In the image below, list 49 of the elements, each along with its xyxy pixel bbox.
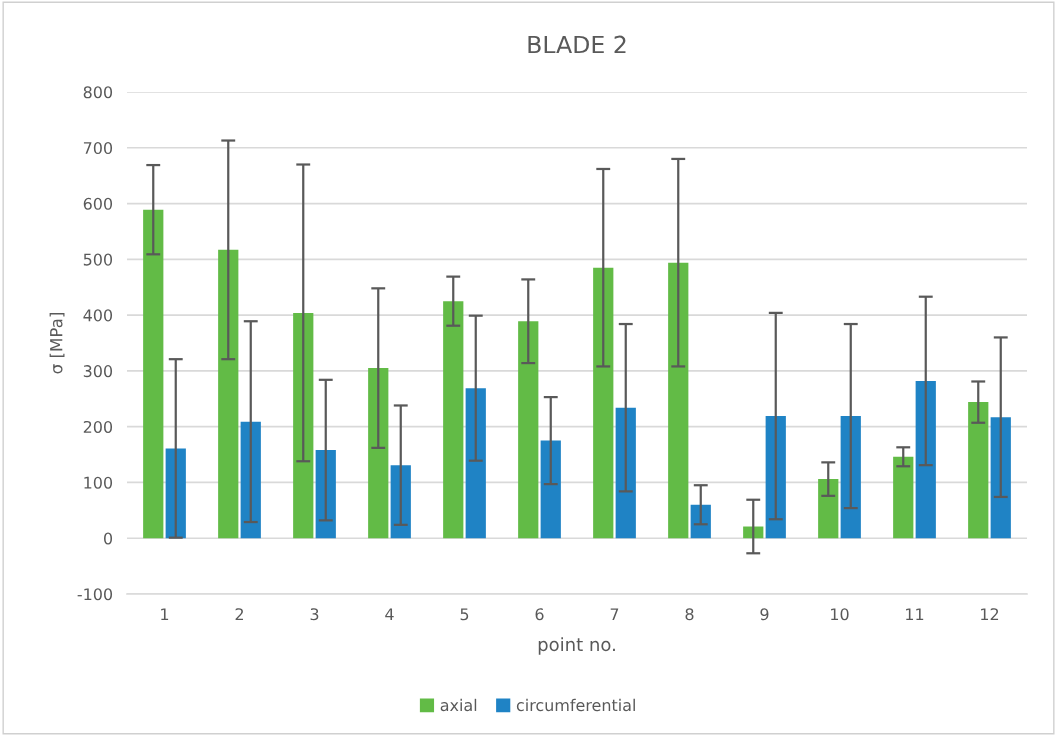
- bar: [593, 267, 614, 539]
- x-tick-label: 3: [310, 608, 319, 621]
- bar: [840, 416, 861, 539]
- y-tick-label: -100: [77, 588, 113, 601]
- x-tick-label: 12: [981, 608, 999, 621]
- bar: [240, 421, 261, 539]
- y-tick-label: 500: [83, 253, 113, 266]
- x-tick-label: 7: [610, 608, 619, 621]
- bar: [540, 440, 561, 539]
- bar: [390, 465, 411, 539]
- x-tick-label: 5: [460, 608, 469, 621]
- y-axis-title: σ [MPa]: [49, 313, 65, 374]
- bar: [143, 209, 164, 539]
- bar: [915, 380, 936, 539]
- bar: [315, 450, 336, 539]
- y-tick-label: 200: [83, 420, 113, 433]
- y-tick-label: 300: [83, 365, 113, 378]
- bar: [690, 504, 711, 539]
- bar: [668, 262, 689, 539]
- bar: [968, 402, 989, 539]
- bar: [518, 321, 539, 539]
- bar: [615, 407, 636, 539]
- y-tick-label: 0: [104, 532, 113, 545]
- legend-label: axial: [440, 698, 477, 712]
- bar: [465, 388, 486, 539]
- bar: [443, 301, 464, 539]
- x-tick-label: 8: [685, 608, 694, 621]
- bar: [893, 456, 914, 539]
- bar: [293, 312, 314, 539]
- y-tick-label: 400: [83, 309, 113, 322]
- x-tick-label: 4: [385, 608, 394, 621]
- x-tick-label: 10: [831, 608, 849, 621]
- bar: [990, 417, 1011, 539]
- x-tick-label: 6: [535, 608, 544, 621]
- y-tick-label: 800: [83, 86, 113, 99]
- x-tick-label: 2: [235, 608, 243, 621]
- y-tick-label: 600: [83, 197, 113, 210]
- legend-label: circumferential: [516, 698, 635, 712]
- x-axis-title: point no.: [538, 637, 615, 655]
- x-tick-label: 9: [760, 608, 769, 621]
- y-tick-label: 700: [83, 141, 113, 155]
- bar: [765, 416, 786, 539]
- x-tick-label: 11: [906, 608, 924, 621]
- chart-title: BLADE 2: [528, 35, 626, 54]
- y-tick-label: 100: [84, 476, 113, 489]
- bar: [818, 479, 839, 539]
- bar: [368, 368, 389, 539]
- bar: [218, 249, 239, 539]
- x-tick-label: 1: [161, 608, 169, 621]
